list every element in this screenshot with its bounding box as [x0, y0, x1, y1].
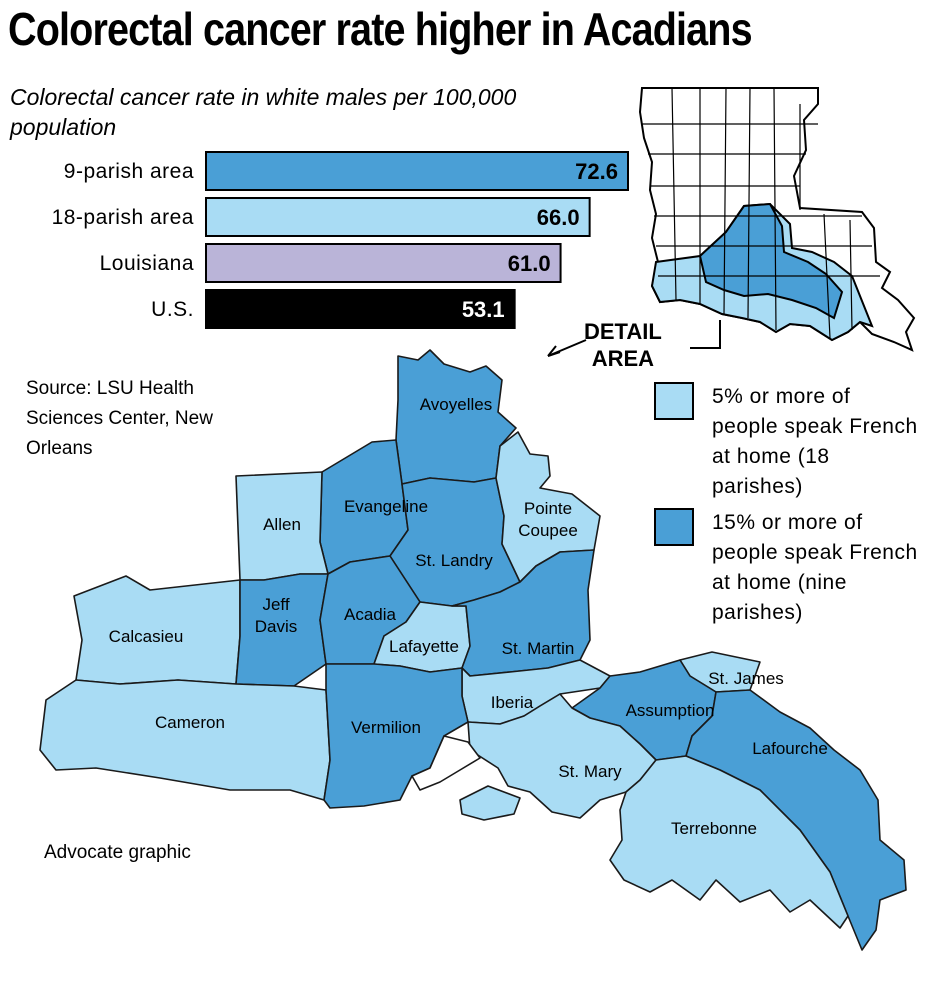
bar-2: [205, 243, 562, 283]
detail-map: [39, 349, 907, 951]
parish-pointe-coupee: [495, 431, 601, 583]
chart-subtitle: Colorectal cancer rate in white males pe…: [10, 84, 517, 140]
marsh-island: [459, 785, 521, 821]
bar-3: [205, 289, 516, 329]
parish-label: Terrebonne: [671, 819, 757, 838]
parish-label: Avoyelles: [420, 395, 492, 414]
legend-text-5pct: 5% or more of people speak French at hom…: [712, 385, 918, 498]
parish-label: Cameron: [155, 713, 225, 732]
detail-area-label: DETAIL AREA: [584, 318, 662, 372]
bar-category-label: Louisiana: [100, 252, 194, 275]
bar-category-label: U.S.: [151, 298, 194, 321]
bar-value-label: 61.0: [508, 251, 551, 276]
parish-label: St. Landry: [415, 551, 493, 570]
parish-terrebonne: [609, 755, 849, 929]
parish-st-martin: [451, 549, 595, 677]
bar-0: [205, 151, 629, 191]
parish-labels: Avoyelles Evangeline Allen Pointe Coupee St. …: [109, 395, 828, 838]
parish-label: Vermilion: [351, 718, 421, 737]
parish-label: Pointe Coupee: [518, 499, 578, 540]
bar-value-label: 53.1: [462, 297, 505, 322]
chart-title: Colorectal cancer rate higher in Acadian…: [8, 3, 753, 55]
parish-label: Iberia: [491, 693, 534, 712]
parish-label: Allen: [263, 515, 301, 534]
vermilion-bay-islands: [411, 735, 481, 791]
bar-category-label: 9-parish area: [64, 160, 194, 183]
louisiana-locator-map: [638, 87, 916, 352]
legend-swatch-15pct: [654, 508, 694, 546]
bar-value-label: 72.6: [575, 159, 618, 184]
parish-label: Assumption: [626, 701, 715, 720]
detail-area-pointer: [547, 320, 721, 357]
parish-label: St. James: [708, 669, 784, 688]
credit-note: Advocate graphic: [44, 842, 191, 863]
locator-shaded-15pct: [698, 202, 844, 320]
legend-swatch-5pct: [654, 382, 694, 420]
source-note: Source: LSU Health Sciences Center, New …: [26, 378, 213, 459]
detail-label-line2: AREA: [591, 346, 655, 371]
parish-label: Lafourche: [752, 739, 828, 758]
legend-item-15pct: 15% or more of people speak French at ho…: [654, 508, 944, 628]
bar-value-label: 66.0: [537, 205, 580, 230]
bar-category-label: 18-parish area: [52, 206, 194, 229]
parish-cameron: [39, 679, 331, 801]
detail-label-line1: DETAIL: [584, 319, 662, 344]
parish-label: Lafayette: [389, 637, 459, 656]
parish-label: Acadia: [344, 605, 397, 624]
parish-label: Jeff Davis: [255, 595, 298, 636]
parish-label: Calcasieu: [109, 627, 184, 646]
parish-label: St. Mary: [558, 762, 622, 781]
legend-text-15pct: 15% or more of people speak French at ho…: [712, 511, 918, 624]
parish-label: St. Martin: [502, 639, 575, 658]
legend-item-5pct: 5% or more of people speak French at hom…: [654, 382, 944, 502]
bar-1: [205, 197, 591, 237]
parish-label: Evangeline: [344, 497, 428, 516]
